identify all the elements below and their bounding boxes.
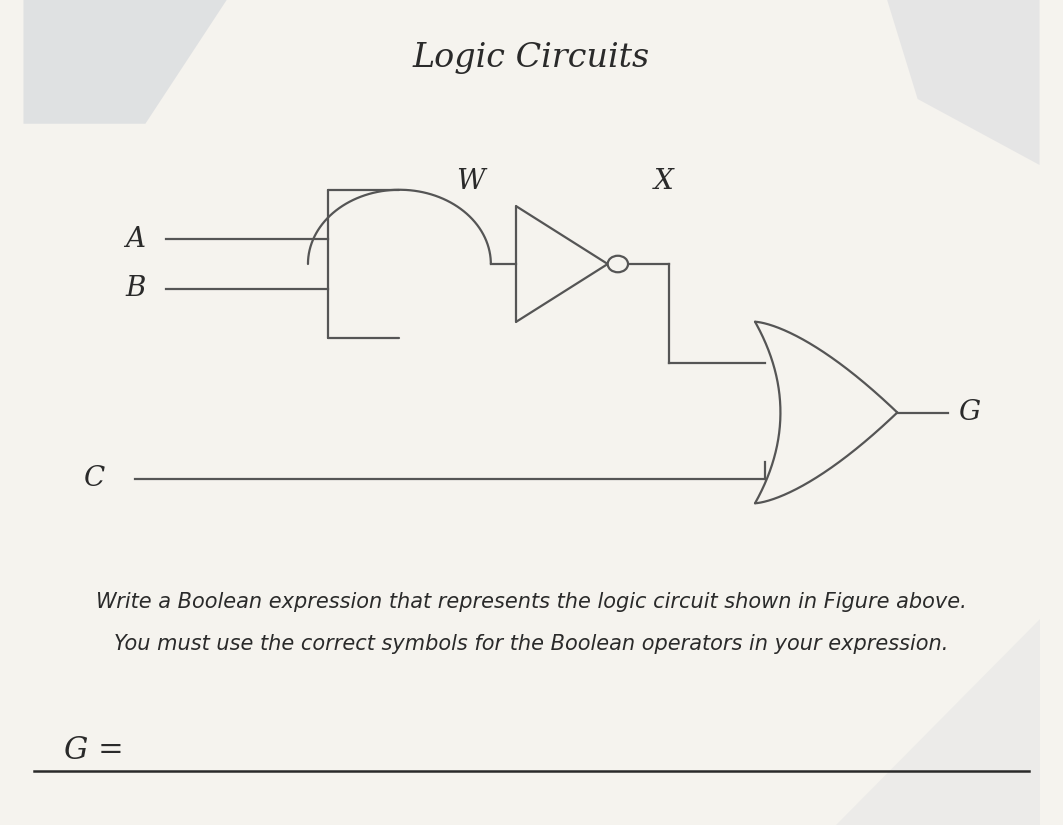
Polygon shape (888, 0, 1040, 165)
Text: G: G (958, 399, 980, 426)
Text: You must use the correct symbols for the Boolean operators in your expression.: You must use the correct symbols for the… (115, 634, 948, 653)
Text: Write a Boolean expression that represents the logic circuit shown in Figure abo: Write a Boolean expression that represen… (96, 592, 967, 612)
Text: G =: G = (64, 735, 123, 766)
Text: X: X (654, 168, 674, 195)
Circle shape (608, 256, 628, 272)
Text: A: A (125, 226, 146, 252)
Text: B: B (125, 276, 146, 302)
Text: W: W (456, 168, 485, 195)
Polygon shape (837, 619, 1040, 825)
Text: C: C (84, 465, 105, 492)
Polygon shape (23, 0, 226, 124)
Text: Logic Circuits: Logic Circuits (412, 42, 651, 73)
